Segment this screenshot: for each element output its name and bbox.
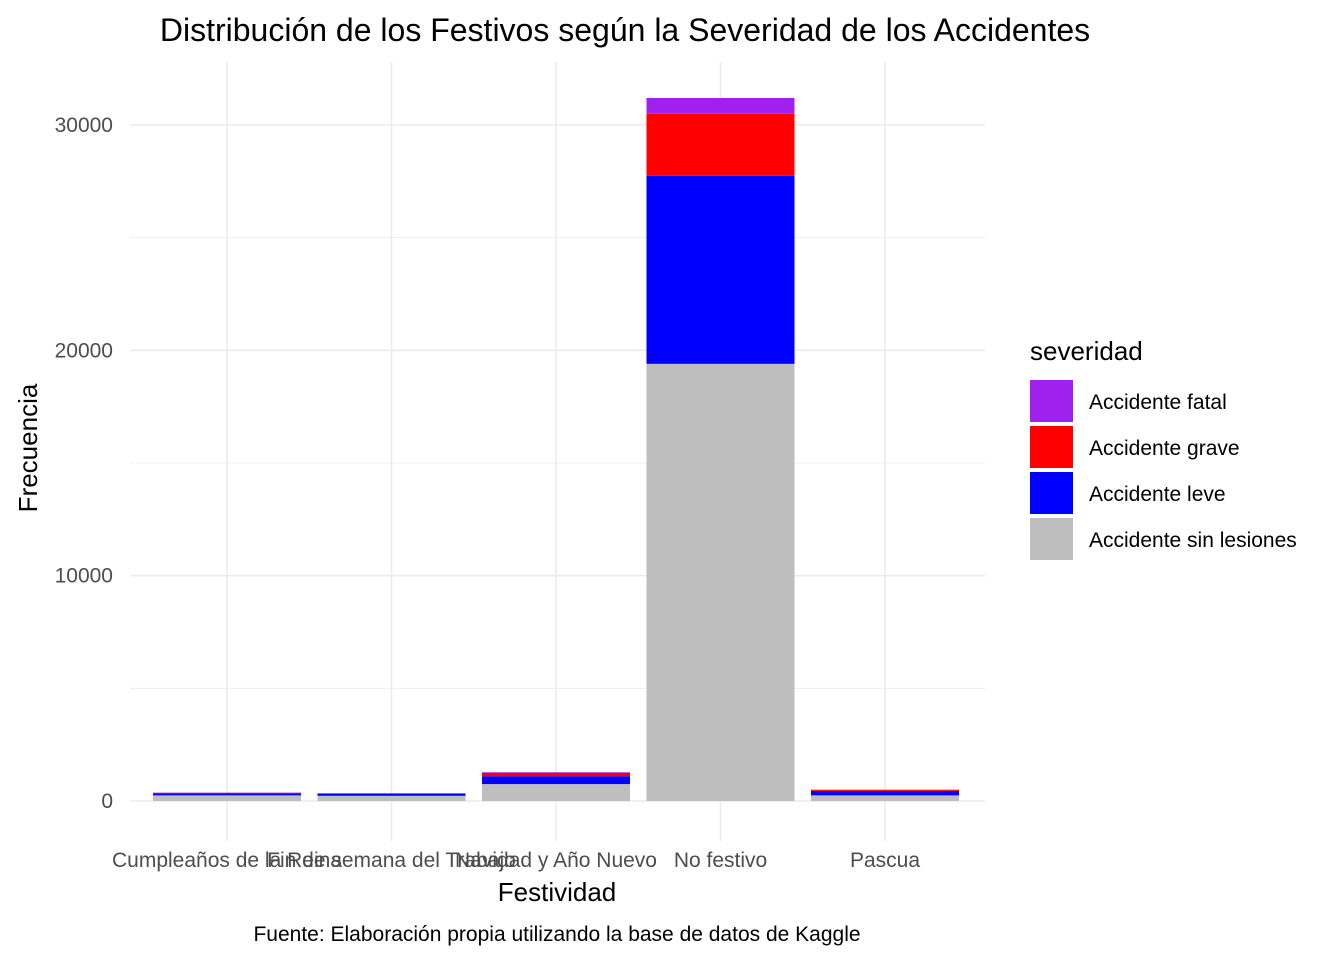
bar-segment bbox=[811, 795, 959, 801]
chart-caption: Fuente: Elaboración propia utilizando la… bbox=[253, 923, 860, 946]
legend-label: Accidente sin lesiones bbox=[1089, 529, 1297, 552]
x-tick-label: Fin de semana del Trabajo bbox=[267, 849, 516, 872]
bar-segment bbox=[317, 795, 466, 801]
x-tick-label: Cumpleaños de la Reina bbox=[112, 849, 342, 872]
bar-segment bbox=[482, 772, 630, 773]
bar-segment bbox=[153, 792, 301, 794]
legend-key bbox=[1030, 426, 1073, 468]
y-axis-title: Frecuencia bbox=[13, 383, 43, 512]
bar-segment bbox=[153, 793, 301, 796]
bar-segment bbox=[317, 793, 466, 795]
legend-label: Accidente leve bbox=[1089, 483, 1226, 506]
legend-key bbox=[1030, 380, 1073, 422]
y-tick-label: 0 bbox=[101, 790, 113, 813]
legend-title: severidad bbox=[1030, 336, 1143, 366]
bar-segment bbox=[482, 776, 630, 785]
y-axis-ticks: 0 10000 20000 30000 bbox=[55, 114, 113, 813]
legend-label: Accidente fatal bbox=[1089, 391, 1227, 414]
x-axis-title: Festividad bbox=[498, 877, 617, 907]
bar-segment bbox=[317, 794, 466, 796]
legend: severidad Accidente fatal Accidente grave… bbox=[1030, 336, 1297, 560]
legend-label: Accidente grave bbox=[1089, 437, 1240, 460]
bar-segment bbox=[646, 97, 795, 114]
bar-segment bbox=[646, 175, 795, 364]
x-tick-label: Pascua bbox=[850, 849, 920, 872]
chart-title: Distribución de los Festivos según la Se… bbox=[160, 12, 1090, 48]
legend-key bbox=[1030, 472, 1073, 514]
x-tick-label: Navidad y Año Nuevo bbox=[455, 849, 657, 872]
bar-segment bbox=[811, 790, 959, 796]
y-tick-label: 20000 bbox=[55, 339, 113, 362]
bar-segment bbox=[646, 113, 795, 176]
x-tick-label: No festivo bbox=[674, 849, 767, 872]
bar-segment bbox=[646, 363, 795, 801]
bar-segment bbox=[811, 789, 959, 791]
bar-segment bbox=[482, 772, 630, 777]
bars bbox=[153, 97, 959, 801]
bar-segment bbox=[153, 795, 301, 801]
bar-segment bbox=[482, 784, 630, 801]
legend-key bbox=[1030, 518, 1073, 560]
grid bbox=[130, 62, 985, 841]
y-tick-label: 30000 bbox=[55, 114, 113, 137]
y-tick-label: 10000 bbox=[55, 565, 113, 588]
